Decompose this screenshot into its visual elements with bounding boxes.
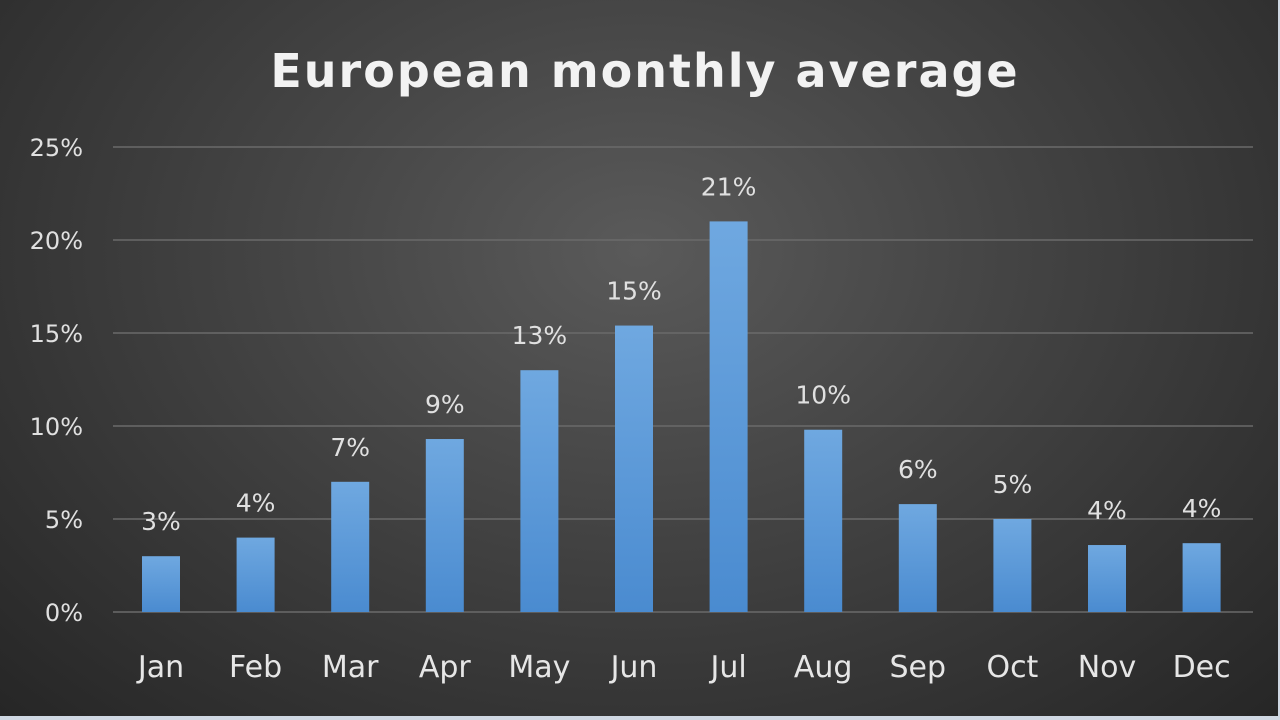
data-label: 3% [141, 507, 181, 536]
category-label: Feb [229, 650, 282, 685]
data-label: 7% [330, 433, 370, 462]
data-label: 10% [795, 381, 851, 410]
y-tick-label: 20% [30, 227, 83, 255]
bar-sep [898, 504, 937, 612]
category-label: Apr [419, 650, 472, 685]
category-label: May [508, 650, 570, 685]
bar-jul [709, 221, 748, 612]
category-label: Aug [794, 650, 853, 685]
bar-nov [1088, 545, 1126, 612]
bar-jan [142, 556, 180, 612]
bars [142, 221, 1221, 612]
chart-title: European monthly average [270, 44, 1019, 98]
grid-lines [113, 146, 1253, 613]
category-label: Jul [708, 650, 746, 685]
category-label: Mar [322, 650, 379, 685]
y-tick-label: 0% [45, 599, 83, 627]
category-label: Sep [890, 650, 947, 685]
data-label: 9% [425, 390, 465, 419]
data-label: 4% [236, 489, 276, 518]
category-label: Jan [136, 650, 184, 685]
bar-may [520, 370, 559, 612]
category-label: Oct [986, 650, 1038, 685]
y-tick-label: 25% [30, 134, 83, 162]
data-label: 15% [606, 277, 662, 306]
bar-mar [331, 481, 370, 612]
category-label: Dec [1173, 650, 1231, 685]
x-axis-categories: Jan Feb Mar Apr May Jun Jul Aug Sep Oct Nov Dec [136, 650, 1231, 685]
bar-dec [1182, 543, 1221, 612]
bar-apr [425, 439, 464, 612]
data-label: 4% [1182, 494, 1222, 523]
bar-aug [804, 429, 843, 612]
bar-feb [236, 537, 275, 612]
category-label: Nov [1078, 650, 1137, 685]
y-axis-ticks: 0% 5% 10% 15% 20% 25% [30, 134, 83, 627]
data-label: 4% [1087, 496, 1127, 525]
data-label: 13% [512, 321, 568, 350]
data-label: 6% [898, 455, 938, 484]
data-label: 5% [993, 470, 1033, 499]
bar-oct [993, 519, 1032, 612]
category-label: Jun [609, 650, 658, 685]
data-labels: 3% 4% 7% 9% 13% 15% 21% 10% 6% 5% 4% 4% [141, 172, 1221, 536]
data-label: 21% [701, 172, 757, 201]
bar-jun [615, 325, 653, 612]
y-tick-label: 10% [30, 413, 83, 441]
y-tick-label: 15% [30, 320, 83, 348]
y-tick-label: 5% [45, 506, 83, 534]
